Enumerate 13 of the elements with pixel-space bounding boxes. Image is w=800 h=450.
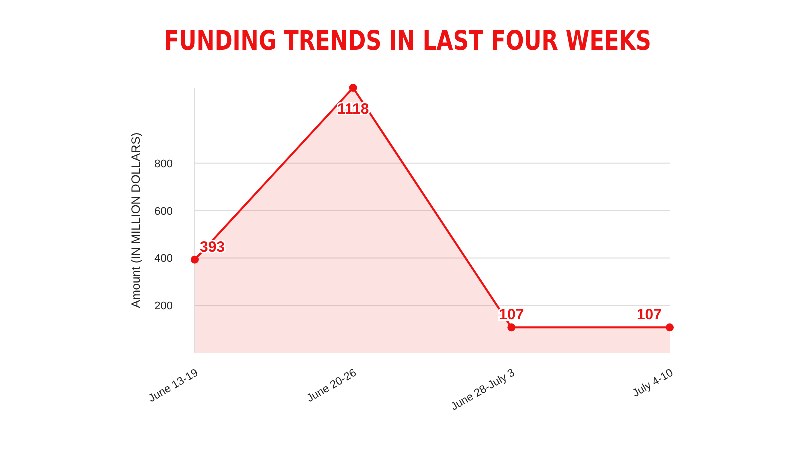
point xyxy=(666,324,674,332)
y-tick-label: 600 xyxy=(154,206,173,218)
y-tick-label: 800 xyxy=(154,158,173,170)
y-axis-title: Amount (IN MILLION DOLLARS) xyxy=(129,132,143,308)
data-label: 107 xyxy=(636,306,662,324)
point xyxy=(349,84,358,92)
y-tick-label: 200 xyxy=(154,300,173,313)
point xyxy=(508,324,516,332)
x-tick-label: July 4-10 xyxy=(630,367,676,400)
data-label: 1118 xyxy=(337,101,370,118)
point xyxy=(191,256,199,264)
chart-title: FUNDING TRENDS IN LAST FOUR WEEKS xyxy=(164,24,652,57)
y-tick-label: 400 xyxy=(154,253,173,266)
